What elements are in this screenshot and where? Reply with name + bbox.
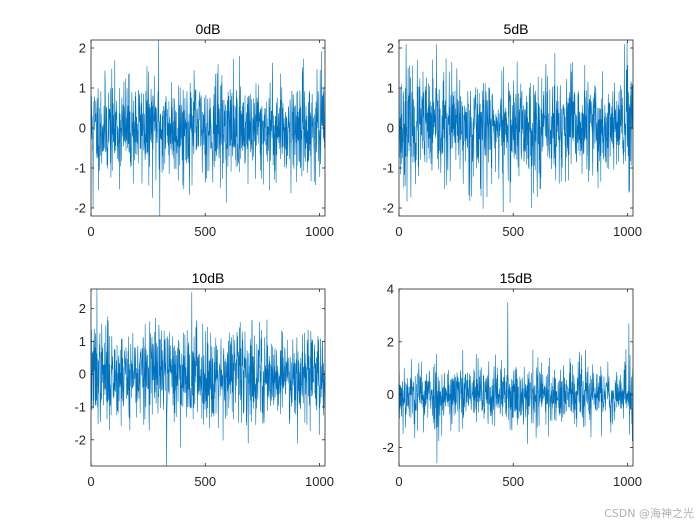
y-tick-label: 1 <box>79 81 86 96</box>
series-line <box>91 289 325 466</box>
subplot-4: 0 500 1000 -2 0 2 4 15dB <box>382 270 642 489</box>
x-tick-label: 500 <box>194 224 216 239</box>
y-tick-label: -2 <box>382 440 394 455</box>
subplot-3: 0 500 1000 -2 -1 0 1 2 10dB <box>74 270 334 489</box>
subplot-title: 0dB <box>196 21 221 37</box>
subplot-1: 0 500 1000 -2 -1 0 1 2 0dB <box>74 21 334 239</box>
axes-box <box>398 288 634 467</box>
x-tick-label: 0 <box>87 474 94 489</box>
x-tick-label: 0 <box>395 474 402 489</box>
watermark: CSDN @海神之光 <box>604 507 694 520</box>
subplot-2: 0 500 1000 -2 -1 0 1 2 5dB <box>382 21 642 239</box>
subplot-title: 10dB <box>192 270 225 286</box>
y-tick-label: 0 <box>387 387 394 402</box>
y-tick-label: 2 <box>79 41 86 56</box>
y-tick-label: -2 <box>74 432 86 447</box>
x-tick-label: 500 <box>194 474 216 489</box>
y-tick-label: -1 <box>74 161 86 176</box>
y-tick-label: 0 <box>79 121 86 136</box>
x-tick-label: 0 <box>395 224 402 239</box>
subplot-title: 15dB <box>500 270 533 286</box>
y-tick-label: -1 <box>74 400 86 415</box>
x-tick-label: 500 <box>502 474 524 489</box>
series-line <box>91 40 325 216</box>
y-tick-label: 2 <box>387 334 394 349</box>
y-tick-label: -2 <box>74 201 86 216</box>
series-line <box>399 41 633 213</box>
y-tick-label: -2 <box>382 201 394 216</box>
x-tick-label: 1000 <box>613 474 642 489</box>
y-tick-label: 0 <box>387 121 394 136</box>
x-tick-label: 500 <box>502 224 524 239</box>
x-tick-label: 0 <box>87 224 94 239</box>
y-tick-label: 2 <box>387 41 394 56</box>
y-tick-label: -1 <box>382 161 394 176</box>
y-tick-label: 2 <box>79 301 86 316</box>
axes-box <box>90 288 326 467</box>
subplot-title: 5dB <box>504 21 529 37</box>
y-tick-label: 1 <box>79 334 86 349</box>
y-tick-label: 1 <box>387 81 394 96</box>
series-line <box>399 302 633 464</box>
x-tick-label: 1000 <box>613 224 642 239</box>
y-tick-label: 4 <box>387 282 394 297</box>
x-tick-label: 1000 <box>305 474 334 489</box>
y-tick-label: 0 <box>79 367 86 382</box>
x-tick-label: 1000 <box>305 224 334 239</box>
